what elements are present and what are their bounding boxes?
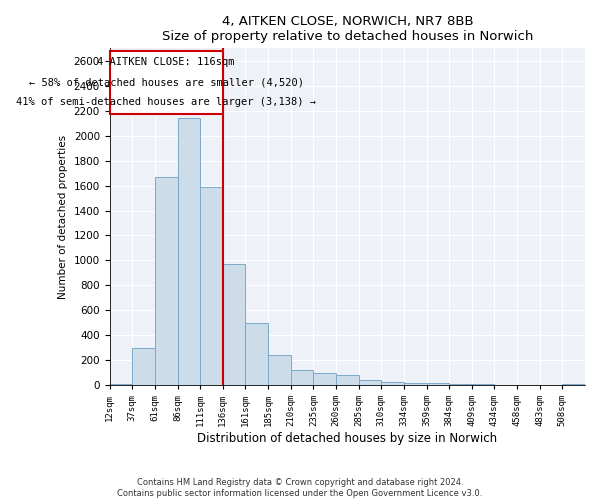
Bar	[155, 177, 178, 385]
Text: ← 58% of detached houses are smaller (4,520): ← 58% of detached houses are smaller (4,…	[29, 78, 304, 88]
Y-axis label: Number of detached properties: Number of detached properties	[58, 134, 68, 299]
Bar	[223, 264, 245, 385]
Bar	[110, 384, 132, 385]
Bar	[200, 187, 223, 385]
Bar	[449, 384, 472, 385]
Text: 4 AITKEN CLOSE: 116sqm: 4 AITKEN CLOSE: 116sqm	[97, 58, 235, 68]
Bar	[178, 118, 200, 385]
Bar	[132, 348, 155, 385]
Bar	[404, 382, 427, 385]
Bar	[336, 375, 359, 385]
Bar	[313, 372, 336, 385]
Bar	[494, 384, 517, 385]
FancyBboxPatch shape	[110, 51, 223, 114]
Bar	[381, 382, 404, 385]
Bar	[245, 323, 268, 385]
Text: Contains HM Land Registry data © Crown copyright and database right 2024.
Contai: Contains HM Land Registry data © Crown c…	[118, 478, 482, 498]
Title: 4, AITKEN CLOSE, NORWICH, NR7 8BB
Size of property relative to detached houses i: 4, AITKEN CLOSE, NORWICH, NR7 8BB Size o…	[161, 15, 533, 43]
Bar	[472, 384, 494, 385]
Bar	[427, 384, 449, 385]
Bar	[291, 370, 313, 385]
Bar	[359, 380, 381, 385]
Bar	[562, 384, 585, 385]
X-axis label: Distribution of detached houses by size in Norwich: Distribution of detached houses by size …	[197, 432, 497, 445]
Bar	[268, 354, 291, 385]
Text: 41% of semi-detached houses are larger (3,138) →: 41% of semi-detached houses are larger (…	[16, 96, 316, 106]
